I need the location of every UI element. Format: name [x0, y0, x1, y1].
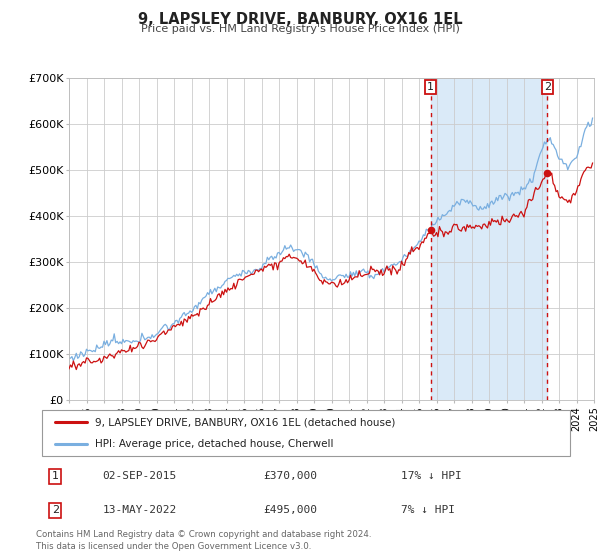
Text: 17% ↓ HPI: 17% ↓ HPI — [401, 471, 462, 481]
Text: 2: 2 — [52, 505, 59, 515]
Text: HPI: Average price, detached house, Cherwell: HPI: Average price, detached house, Cher… — [95, 440, 334, 450]
Text: £370,000: £370,000 — [264, 471, 318, 481]
Text: 2: 2 — [544, 82, 551, 92]
Text: 9, LAPSLEY DRIVE, BANBURY, OX16 1EL: 9, LAPSLEY DRIVE, BANBURY, OX16 1EL — [137, 12, 463, 27]
Text: 9, LAPSLEY DRIVE, BANBURY, OX16 1EL (detached house): 9, LAPSLEY DRIVE, BANBURY, OX16 1EL (det… — [95, 417, 395, 427]
Text: Price paid vs. HM Land Registry's House Price Index (HPI): Price paid vs. HM Land Registry's House … — [140, 24, 460, 34]
Text: £495,000: £495,000 — [264, 505, 318, 515]
Text: This data is licensed under the Open Government Licence v3.0.: This data is licensed under the Open Gov… — [36, 542, 311, 550]
Text: 02-SEP-2015: 02-SEP-2015 — [103, 471, 177, 481]
Text: 7% ↓ HPI: 7% ↓ HPI — [401, 505, 455, 515]
Text: Contains HM Land Registry data © Crown copyright and database right 2024.: Contains HM Land Registry data © Crown c… — [36, 530, 371, 539]
Text: 1: 1 — [52, 471, 59, 481]
Text: 1: 1 — [427, 82, 434, 92]
Text: 13-MAY-2022: 13-MAY-2022 — [103, 505, 177, 515]
Bar — [431, 78, 547, 400]
